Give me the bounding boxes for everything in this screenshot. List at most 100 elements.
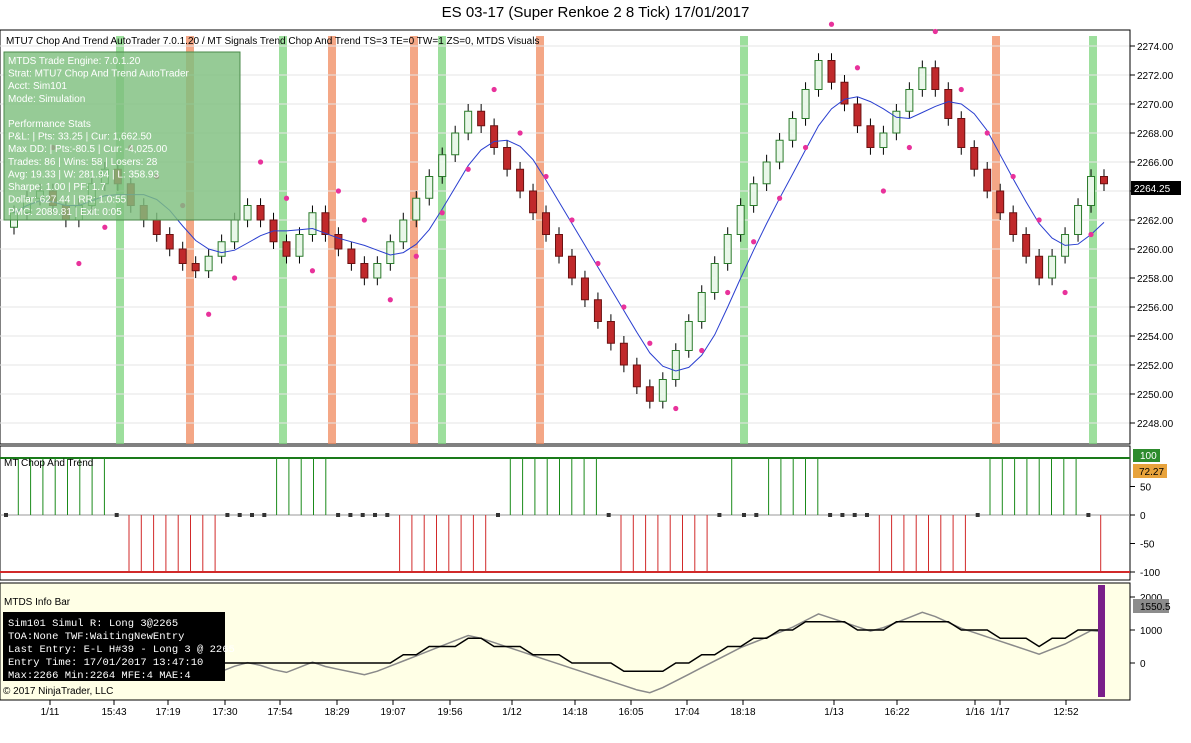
indicator-neutral-mark <box>754 513 759 517</box>
candle <box>321 212 330 235</box>
stop-dot <box>335 188 342 194</box>
indicator-neutral-mark <box>742 513 746 517</box>
candle <box>191 263 200 272</box>
stop-dot <box>102 224 108 230</box>
candle <box>1100 176 1108 185</box>
stop-dot <box>283 195 290 201</box>
last-price-label <box>1131 181 1181 195</box>
indicator-neutral-mark <box>1086 513 1091 517</box>
indicator-top-label: 100 <box>1140 451 1157 462</box>
candle <box>490 125 499 148</box>
indicator-neutral-mark <box>114 513 119 517</box>
info-bar-line: Entry Time: 17/01/2017 13:47:10 <box>8 657 203 669</box>
candle <box>567 255 576 279</box>
indicator-neutral-mark <box>496 513 500 517</box>
time-tick-label: 18:29 <box>324 707 349 718</box>
candle <box>957 118 966 148</box>
candle <box>918 67 927 90</box>
candle <box>334 234 343 250</box>
stop-dot <box>725 289 731 296</box>
stop-dot <box>206 311 212 317</box>
price-tick-label: 2266.00 <box>1137 158 1174 169</box>
indicator-tick-label: -100 <box>1140 568 1160 579</box>
indicator-tick-label: -50 <box>1140 540 1155 551</box>
price-tick-label: 2250.00 <box>1137 390 1174 401</box>
trend-bar-orange <box>536 36 544 444</box>
trade-engine-line: Strat: MTU7 Chop And Trend AutoTrader <box>8 69 190 80</box>
time-tick-label: 15:43 <box>101 707 126 718</box>
candle <box>684 321 693 351</box>
indicator-neutral-mark <box>975 513 980 517</box>
candle <box>827 60 836 83</box>
stop-dot <box>984 130 990 136</box>
trend-bar-orange <box>186 36 194 444</box>
trend-bar-orange <box>410 36 418 444</box>
indicator-tick-label: 50 <box>1140 483 1152 494</box>
copyright: © 2017 NinjaTrader, LLC <box>3 686 113 697</box>
time-tick-label: 14:18 <box>562 707 587 718</box>
candle <box>996 190 1005 214</box>
stop-dot <box>802 144 809 151</box>
candle <box>658 379 667 402</box>
candle <box>451 132 460 156</box>
trend-bar-green <box>740 36 748 444</box>
time-tick-label: 17:04 <box>674 707 699 718</box>
indicator-title: MT Chop And Trend <box>4 458 93 469</box>
candle <box>243 205 252 221</box>
candle <box>399 219 408 243</box>
candle <box>217 241 226 257</box>
candle <box>412 197 421 221</box>
indicator-neutral-mark <box>336 513 341 517</box>
chart-title: ES 03-17 (Super Renkoe 2 8 Tick) 17/01/2… <box>441 4 750 21</box>
stop-dot <box>1010 173 1016 180</box>
candle <box>464 110 473 134</box>
indicator-neutral-mark <box>250 513 254 517</box>
stop-dot <box>76 260 82 267</box>
candle <box>879 132 888 148</box>
candle <box>477 110 486 127</box>
trade-engine-line: Sharpe: 1.00 | PF: 1.7 <box>8 182 106 193</box>
stop-dot <box>439 210 445 216</box>
info-bar-line: TOA:None TWF:WaitingNewEntry <box>8 631 184 643</box>
indicator-neutral-mark <box>828 513 833 517</box>
time-tick-label: 17:30 <box>212 707 237 718</box>
trend-bar-green <box>438 36 446 444</box>
candle <box>256 205 265 221</box>
indicator-neutral-mark <box>4 513 8 517</box>
candle <box>204 255 213 272</box>
indicator-neutral-mark <box>348 513 353 517</box>
candle <box>360 263 369 279</box>
trade-engine-line: Max DD: | Pts:-80.5 | Cur: -4,025.00 <box>8 144 168 155</box>
price-tick-label: 2258.00 <box>1137 274 1174 285</box>
candle <box>165 234 174 250</box>
candle <box>944 89 953 119</box>
candle <box>749 183 758 206</box>
trade-engine-line: Dollar: 627.44 | RR: 1.0:55 <box>8 195 127 206</box>
stop-dot <box>517 130 523 136</box>
candle <box>1048 255 1057 279</box>
indicator-neutral-mark <box>225 513 230 517</box>
trade-engine-line: Performance Stats <box>8 119 91 130</box>
time-tick-label: 12:52 <box>1053 707 1078 718</box>
time-tick-label: 16:22 <box>884 707 909 718</box>
info-bar-box <box>3 612 225 681</box>
info-value-box <box>1133 599 1169 613</box>
indicator-neutral-mark <box>852 513 857 517</box>
stop-dot <box>673 405 679 412</box>
stop-dot <box>543 173 549 180</box>
info-bar-title: MTDS Info Bar <box>4 597 71 608</box>
candle <box>555 234 563 257</box>
candle <box>295 234 304 257</box>
stop-dot <box>595 260 601 267</box>
time-tick-label: 19:56 <box>437 707 462 718</box>
stop-dot <box>776 195 783 201</box>
trend-bar-orange <box>992 36 1000 444</box>
stop-dot <box>854 65 861 71</box>
candle <box>282 241 291 257</box>
candle <box>801 89 810 119</box>
stop-dot <box>621 304 627 310</box>
candle <box>373 263 382 279</box>
candle <box>814 60 823 90</box>
candle <box>152 219 161 235</box>
